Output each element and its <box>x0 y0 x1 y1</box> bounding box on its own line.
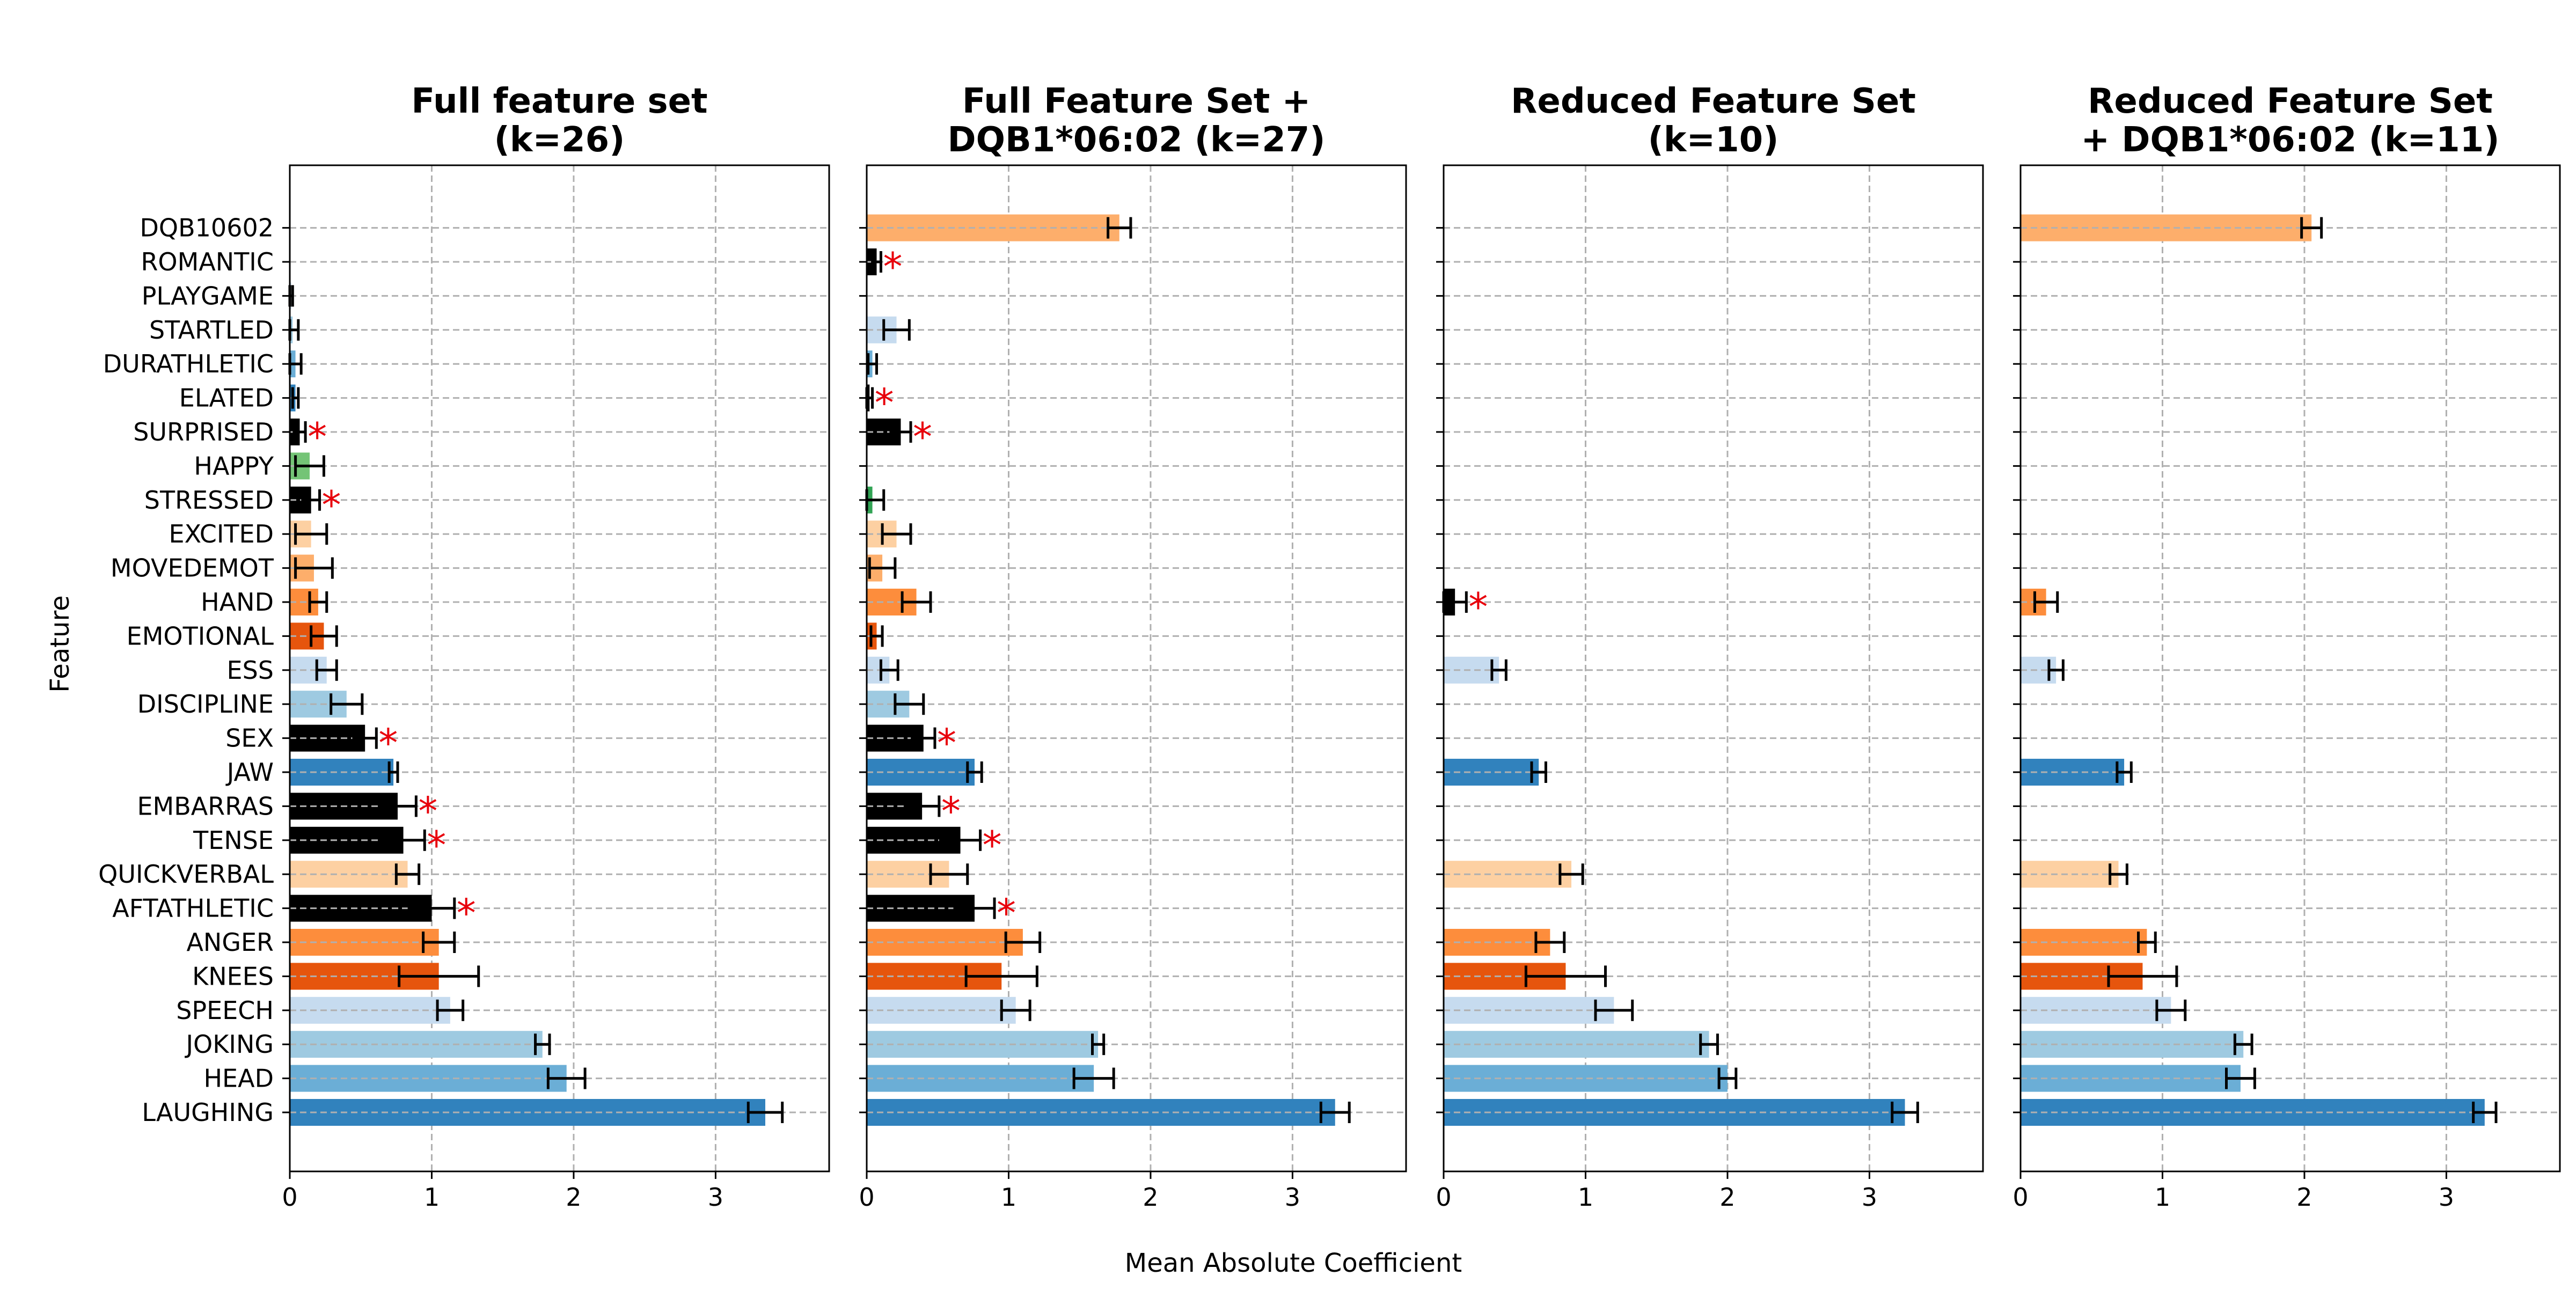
x-tick-label: 3 <box>1862 1183 1877 1212</box>
panel-frame <box>1443 164 1984 1172</box>
panel-title-line1: Full Feature Set + <box>962 82 1311 121</box>
y-tick-label: ESS <box>227 656 274 685</box>
panels-layer: Full feature set(k=26)******LAUGHINGHEAD… <box>98 82 2561 1212</box>
x-tick-label: 3 <box>2439 1183 2454 1212</box>
bar-quickverbal <box>290 861 408 888</box>
y-tick-label: STARTLED <box>149 316 274 345</box>
y-tick-label: EXCITED <box>169 519 274 548</box>
panel-title-line2: (k=10) <box>1648 120 1779 160</box>
y-tick-label: QUICKVERBAL <box>98 860 274 889</box>
x-tick-label: 1 <box>1001 1183 1016 1212</box>
panel-title-line1: Reduced Feature Set <box>1511 82 1916 121</box>
y-tick-label: TENSE <box>193 826 274 855</box>
panel-title-line1: Reduced Feature Set <box>2088 82 2493 121</box>
y-tick-label: DISCIPLINE <box>137 690 274 719</box>
significance-marker: * <box>457 891 476 936</box>
y-tick-label: SEX <box>225 724 274 753</box>
panel-title-line2: + DQB1*06:02 (k=11) <box>2081 120 2500 160</box>
y-tick-label: LAUGHING <box>142 1098 274 1127</box>
panel-frame <box>866 164 1407 1172</box>
y-tick-label: DQB10602 <box>140 214 274 243</box>
x-tick-label: 0 <box>1436 1183 1451 1212</box>
y-tick-label: ELATED <box>179 384 274 413</box>
x-tick-label: 1 <box>1578 1183 1593 1212</box>
significance-marker: * <box>983 823 1002 868</box>
y-tick-label: SPEECH <box>176 996 274 1025</box>
y-tick-label: JOKING <box>184 1030 274 1059</box>
x-tick-label: 1 <box>424 1183 440 1212</box>
y-tick-label: KNEES <box>192 962 274 991</box>
panel-1: Full feature set(k=26)******LAUGHINGHEAD… <box>98 82 830 1212</box>
y-tick-label: MOVEDEMOT <box>111 554 274 583</box>
y-tick-label: EMBARRAS <box>137 791 274 820</box>
y-tick-label: STRESSED <box>144 486 274 515</box>
panel-2: Full Feature Set +DQB1*06:02 (k=27) * * * * *… <box>859 82 1407 1212</box>
y-tick-label: DURATHLETIC <box>103 349 274 378</box>
x-tick-label: 0 <box>859 1183 874 1212</box>
significance-marker: * <box>937 721 956 766</box>
y-tick-label: EMOTIONAL <box>127 621 274 650</box>
significance-marker: * <box>378 721 398 766</box>
significance-marker: * <box>875 380 894 426</box>
bar-laughing <box>2021 1099 2485 1126</box>
y-tick-label: HAPPY <box>194 451 274 480</box>
y-tick-label: HEAD <box>203 1064 274 1093</box>
panel-frame <box>289 164 830 1172</box>
y-tick-label: ANGER <box>186 928 274 957</box>
significance-marker: * <box>427 823 446 868</box>
significance-marker: * <box>322 482 341 527</box>
panel-title-line1: Full feature set <box>411 82 707 121</box>
panel-title-line2: DQB1*06:02 (k=27) <box>947 120 1325 160</box>
panel-title-line2: (k=26) <box>494 120 625 160</box>
significance-marker: * <box>913 414 932 459</box>
y-axis-label: Feature <box>45 595 75 692</box>
significance-marker: * <box>308 414 327 459</box>
y-tick-label: SURPRISED <box>133 417 274 446</box>
x-tick-label: 2 <box>1143 1183 1158 1212</box>
panel-4: Reduced Feature Set+ DQB1*06:02 (k=11) 0 1… <box>2012 82 2561 1212</box>
x-axis-label: Mean Absolute Coefficient <box>1125 1248 1462 1278</box>
x-tick-label: 2 <box>1719 1183 1735 1212</box>
x-tick-label: 2 <box>566 1183 581 1212</box>
x-tick-label: 3 <box>1285 1183 1300 1212</box>
significance-marker: * <box>418 788 437 833</box>
panel-frame <box>2019 164 2561 1172</box>
y-tick-label: JAW <box>225 758 274 787</box>
x-tick-label: 0 <box>2012 1183 2028 1212</box>
x-tick-label: 2 <box>2296 1183 2312 1212</box>
y-tick-label: HAND <box>201 588 274 617</box>
panel-3: Reduced Feature Set(k=10) * 0 1 2 3 <box>1436 82 1984 1212</box>
y-tick-label: PLAYGAME <box>142 281 274 310</box>
x-tick-label: 1 <box>2155 1183 2170 1212</box>
y-tick-label: AFTATHLETIC <box>112 894 274 923</box>
significance-marker: * <box>883 244 902 289</box>
significance-marker: * <box>941 788 961 833</box>
x-tick-label: 0 <box>282 1183 297 1212</box>
x-tick-label: 3 <box>708 1183 723 1212</box>
y-tick-label: ROMANTIC <box>141 247 274 276</box>
significance-marker: * <box>997 891 1016 936</box>
significance-marker: * <box>1468 584 1488 629</box>
